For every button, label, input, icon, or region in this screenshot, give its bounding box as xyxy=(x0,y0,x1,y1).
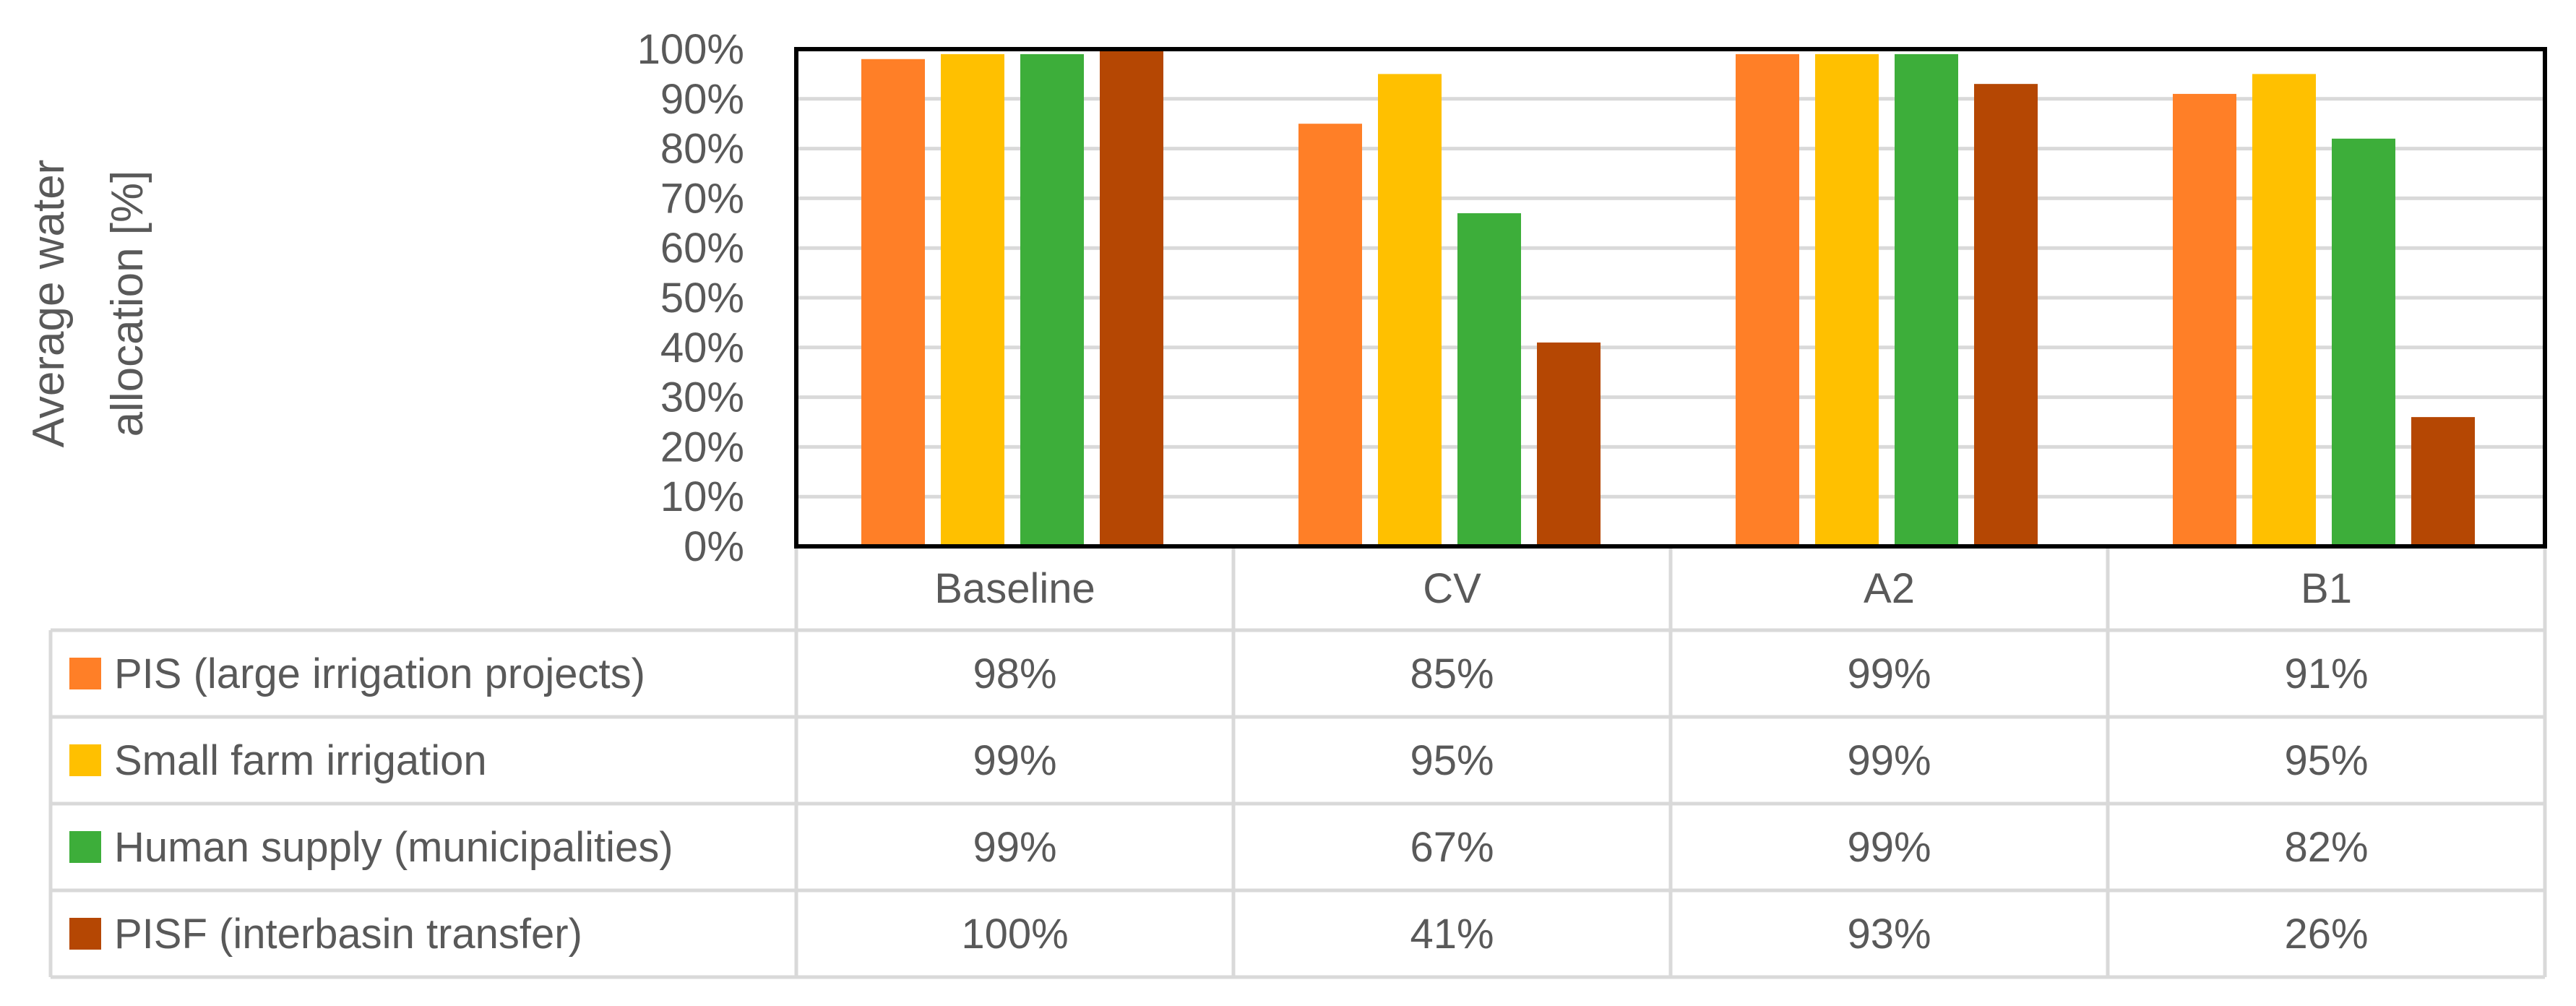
y-tick-label: 60% xyxy=(660,225,744,272)
y-axis-title-line1: Average water xyxy=(24,160,74,448)
bar xyxy=(1815,53,1879,546)
y-tick-label: 70% xyxy=(660,175,744,222)
data-table-value: 95% xyxy=(1410,737,1494,784)
legend-swatch xyxy=(69,744,101,776)
data-table-value: 99% xyxy=(973,737,1056,784)
bar xyxy=(1736,53,1799,546)
legend-swatch xyxy=(69,831,101,863)
plot-area-border xyxy=(794,47,2547,549)
bar xyxy=(2411,417,2475,546)
y-tick-label: 80% xyxy=(660,126,744,173)
bar xyxy=(2252,74,2316,546)
y-tick-label: 90% xyxy=(660,76,744,123)
data-table-value: 93% xyxy=(1847,911,1931,958)
x-category-label: Baseline xyxy=(934,565,1095,612)
bar xyxy=(1974,84,2038,546)
bars xyxy=(861,49,2475,547)
bar xyxy=(1100,49,1163,546)
bar xyxy=(2332,138,2395,547)
y-axis-title-line2: allocation [%] xyxy=(103,171,152,437)
data-table-value: 85% xyxy=(1410,650,1494,697)
y-tick-label: 100% xyxy=(637,26,744,73)
data-table-value: 99% xyxy=(1847,650,1931,697)
bar xyxy=(1378,74,1442,546)
legend-label: Small farm irrigation xyxy=(114,737,487,784)
data-table-value: 99% xyxy=(1847,737,1931,784)
bar xyxy=(1537,342,1601,546)
y-axis-title: Average water allocation [%] xyxy=(24,160,152,448)
data-table-value: 98% xyxy=(973,650,1056,697)
y-axis-ticks: 0%10%20%30%40%50%60%70%80%90%100% xyxy=(637,26,744,570)
data-table-value: 99% xyxy=(973,824,1056,871)
data-table-value: 100% xyxy=(961,911,1068,958)
bar xyxy=(1020,53,1084,546)
data-table-value: 26% xyxy=(2284,911,2368,958)
legend-label: PISF (interbasin transfer) xyxy=(114,911,582,958)
bar xyxy=(2173,93,2236,547)
y-tick-label: 10% xyxy=(660,473,744,520)
bar xyxy=(941,53,1004,546)
x-category-label: B1 xyxy=(2301,565,2352,612)
data-table-value: 99% xyxy=(1847,824,1931,871)
bar xyxy=(861,59,925,546)
y-tick-label: 40% xyxy=(660,324,744,371)
data-table-value: 91% xyxy=(2284,650,2368,697)
data-table: Baseline CV A2 B1 PIS (large irrigation proj… xyxy=(48,546,2547,979)
bar xyxy=(1895,53,1958,546)
x-category-label: A2 xyxy=(1864,565,1915,612)
data-table-value: 82% xyxy=(2284,824,2368,871)
legend-swatch xyxy=(69,918,101,950)
legend-label: Human supply (municipalities) xyxy=(114,824,673,871)
legend-label: PIS (large irrigation projects) xyxy=(114,650,645,697)
legend-swatch xyxy=(69,658,101,689)
data-table-value: 41% xyxy=(1410,911,1494,958)
data-table-value: 95% xyxy=(2284,737,2368,784)
y-tick-label: 0% xyxy=(684,523,744,570)
y-tick-label: 30% xyxy=(660,374,744,421)
bar xyxy=(1457,213,1521,546)
y-tick-label: 50% xyxy=(660,275,744,322)
x-category-label: CV xyxy=(1423,565,1481,612)
bar xyxy=(1298,124,1362,546)
data-table-value: 67% xyxy=(1410,824,1494,871)
y-tick-label: 20% xyxy=(660,424,744,470)
